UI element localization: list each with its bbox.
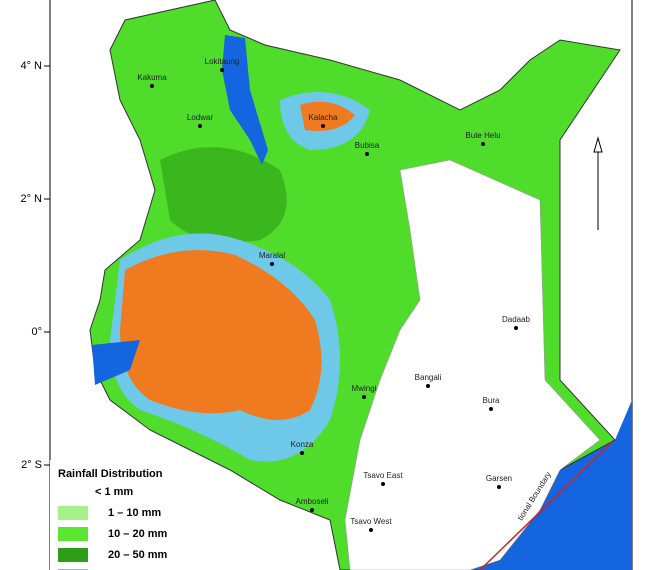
place-label: Lodwar <box>187 113 214 122</box>
place-dot <box>381 482 385 486</box>
rain-zone <box>120 250 322 420</box>
place-label: Tsavo West <box>350 517 392 526</box>
place-dot <box>270 262 274 266</box>
place-label: Lokitaung <box>205 57 240 66</box>
place-dot <box>365 152 369 156</box>
place-dot <box>198 124 202 128</box>
maritime-boundary <box>479 441 613 570</box>
place-dot <box>369 528 373 532</box>
place-label: Dadaab <box>502 315 531 324</box>
place-label: Bangali <box>415 373 442 382</box>
rain-zone <box>300 101 355 131</box>
place-label: Tsavo East <box>363 471 403 480</box>
lat-label: 0° <box>31 326 42 338</box>
place-label: Mwingi <box>352 384 377 393</box>
place-dot <box>362 395 366 399</box>
place-label: Amboseli <box>296 497 329 506</box>
places: Lokitaung Kakuma Lodwar Kalacha Bubisa Bute H… <box>137 57 531 532</box>
place-dot <box>310 508 314 512</box>
place-label: Garsen <box>486 474 512 483</box>
legend-label: 20 – 50 mm <box>108 549 168 561</box>
legend-swatch <box>58 527 88 541</box>
legend-swatch <box>58 506 88 520</box>
place-dot <box>481 142 485 146</box>
legend-label: 10 – 20 mm <box>108 528 168 540</box>
place-label: Bubisa <box>355 141 380 150</box>
legend-swatch <box>58 548 88 562</box>
lat-label: 2° N <box>20 193 42 205</box>
dry-region <box>344 159 601 570</box>
place-label: Bura <box>483 396 500 405</box>
rain-zone <box>160 147 287 243</box>
place-dot <box>150 84 154 88</box>
lake <box>222 35 268 165</box>
place-label: Kakuma <box>137 73 167 82</box>
legend-swatch <box>58 485 88 499</box>
north-arrow <box>593 136 603 230</box>
lat-label: 4° N <box>20 60 42 72</box>
place-dot <box>514 326 518 330</box>
place-label: Maralal <box>259 251 285 260</box>
place-label: Kalacha <box>309 113 338 122</box>
legend-title: Rainfall Distribution <box>58 468 163 480</box>
legend-label: < 1 mm <box>95 486 133 498</box>
place-dot <box>426 384 430 388</box>
legend: Rainfall Distribution < 1 mm 1 – 10 mm 10 … <box>50 460 170 570</box>
lake <box>92 340 140 385</box>
place-dot <box>300 451 304 455</box>
legend-label: 1 – 10 mm <box>108 507 161 519</box>
lat-label: 2° S <box>21 459 42 471</box>
place-dot <box>497 485 501 489</box>
place-dot <box>321 124 325 128</box>
place-label: Konza <box>291 440 314 449</box>
place-dot <box>220 68 224 72</box>
place-label: Bute Helu <box>465 131 500 140</box>
latitude-axis: 4° N 2° N 0° 2° S <box>20 60 50 471</box>
place-dot <box>489 407 493 411</box>
